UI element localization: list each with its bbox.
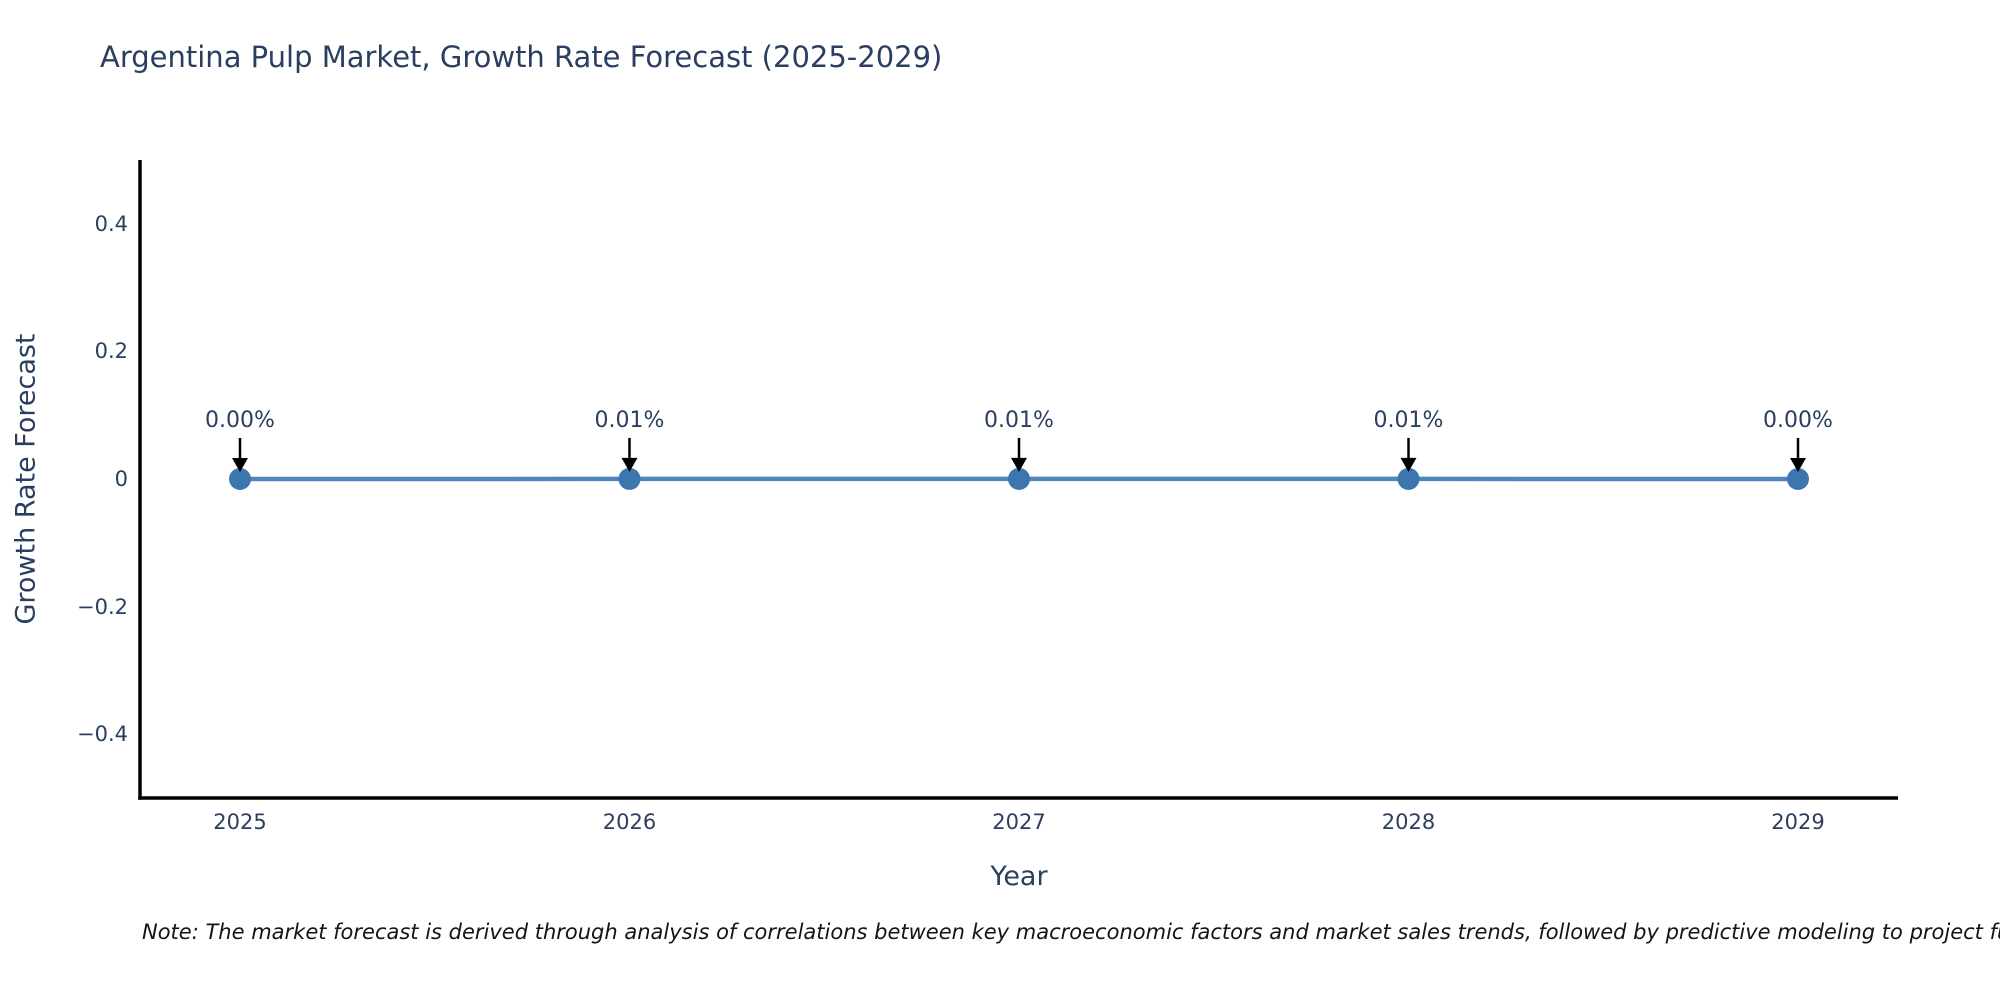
y-tick-label: −0.2 [77,594,128,619]
y-tick-label: −0.4 [77,722,128,747]
data-point-marker [1397,467,1420,490]
x-axis-title: Year [990,861,1048,892]
point-value-label: 0.00% [205,408,275,433]
chart-title: Argentina Pulp Market, Growth Rate Forec… [100,40,943,74]
point-value-label: 0.01% [984,407,1054,433]
x-tick-label: 2028 [1381,810,1436,834]
data-point-marker [618,467,641,490]
annotation-arrow-head [1011,457,1027,472]
annotation-arrow-head [1400,457,1417,472]
x-tick-label: 2029 [1771,810,1825,834]
data-point-marker [1008,467,1030,490]
y-tick-label: 0.4 [94,211,128,236]
point-value-label: 0.00% [1763,408,1833,433]
annotation-arrow-head [621,457,638,472]
y-tick-label: 0 [114,467,128,491]
data-point-marker [229,468,251,490]
y-tick-label: 0.2 [94,339,128,364]
data-point-marker [1787,468,1809,490]
annotation-arrow-head [232,458,248,472]
point-value-label: 0.01% [594,407,665,433]
annotation-arrow-head [1790,458,1806,472]
footnote: Note: The market forecast is derived thr… [142,920,2000,944]
x-tick-label: 2027 [992,810,1046,834]
x-tick-label: 2026 [602,810,657,834]
x-tick-label: 2025 [213,810,267,834]
point-value-label: 0.01% [1373,407,1444,433]
